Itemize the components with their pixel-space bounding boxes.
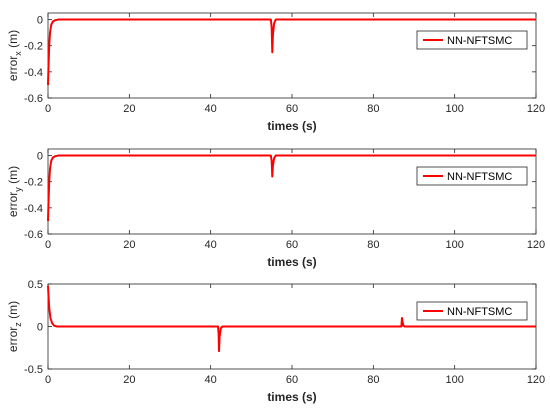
- y-axis: 0 -0.2 -0.4 -0.6: [24, 15, 536, 105]
- legend: NN-NFTSMC: [416, 30, 528, 50]
- y-axis-title-subscript: x: [13, 51, 23, 56]
- x-tick-label: 80: [367, 374, 379, 386]
- series-line-1: [47, 285, 536, 353]
- y-tick-label: -0.4: [24, 203, 43, 215]
- x-tick-label: 20: [123, 239, 135, 251]
- x-tick-label: 80: [367, 103, 379, 115]
- subplots: 0 20 40 60 80 100 120 0 -0.2 -0.4 -0.6 times (s) err…: [6, 12, 545, 404]
- y-axis-title-unit: (m): [6, 301, 20, 322]
- x-tick-label: 20: [123, 374, 135, 386]
- x-axis: 0 20 40 60 80 100 120: [45, 149, 545, 251]
- x-tick-label: 100: [445, 239, 463, 251]
- y-axis-title-subscript: z: [13, 322, 23, 327]
- subplot-1: 0 20 40 60 80 100 120 0 -0.2 -0.4 -0.6 times (s) err…: [6, 12, 545, 133]
- x-tick-label: 40: [205, 374, 217, 386]
- legend-box: [416, 301, 528, 321]
- y-tick-label: -0.6: [24, 93, 43, 105]
- x-axis-title: times (s): [267, 119, 316, 133]
- y-axis-title-main: error: [6, 56, 20, 81]
- x-tick-label: 100: [445, 103, 463, 115]
- x-axis: 0 20 40 60 80 100 120: [45, 13, 545, 115]
- series-line-1: [47, 154, 536, 221]
- y-tick-label: 0: [37, 151, 43, 163]
- x-tick-label: 60: [286, 374, 298, 386]
- y-tick-label: 0: [37, 15, 43, 27]
- x-tick-label: 40: [205, 239, 217, 251]
- legend-box: [416, 30, 528, 50]
- y-axis-title-main: error: [6, 192, 20, 217]
- y-tick-label: -0.5: [24, 364, 43, 376]
- y-axis-title: errorz (m): [6, 301, 23, 352]
- x-tick-label: 100: [445, 374, 463, 386]
- x-axis-title: times (s): [267, 255, 316, 269]
- legend-label: NN-NFTSMC: [447, 306, 512, 318]
- x-axis-title: times (s): [267, 390, 316, 404]
- legend-label: NN-NFTSMC: [447, 171, 512, 183]
- y-axis-title-unit: (m): [6, 166, 20, 187]
- series-line-1: [47, 18, 536, 85]
- x-tick-label: 60: [286, 239, 298, 251]
- subplot-2: 0 20 40 60 80 100 120 0 -0.2 -0.4 -0.6 times (s) err…: [6, 148, 545, 269]
- legend-box: [416, 166, 528, 186]
- y-axis-title-main: error: [6, 327, 20, 352]
- y-axis: 0 -0.2 -0.4 -0.6: [24, 151, 536, 241]
- x-tick-label: 0: [45, 103, 51, 115]
- x-tick-label: 20: [123, 103, 135, 115]
- y-tick-label: -0.2: [24, 177, 43, 189]
- y-tick-label: 0: [37, 322, 43, 334]
- x-tick-label: 120: [527, 103, 545, 115]
- x-axis: 0 20 40 60 80 100 120: [45, 284, 545, 386]
- legend: NN-NFTSMC: [416, 301, 528, 321]
- x-tick-label: 40: [205, 103, 217, 115]
- y-tick-label: -0.6: [24, 229, 43, 241]
- y-tick-label: -0.4: [24, 67, 43, 79]
- y-tick-label: 0.5: [28, 279, 43, 291]
- x-tick-label: 120: [527, 239, 545, 251]
- x-tick-label: 120: [527, 374, 545, 386]
- legend: NN-NFTSMC: [416, 166, 528, 186]
- y-axis-title: errory (m): [6, 166, 23, 217]
- y-axis-title-subscript: y: [13, 187, 23, 192]
- x-tick-label: 0: [45, 374, 51, 386]
- x-tick-label: 0: [45, 239, 51, 251]
- x-tick-label: 80: [367, 239, 379, 251]
- y-axis-title: errorx (m): [6, 30, 23, 81]
- y-axis-title-unit: (m): [6, 30, 20, 51]
- y-tick-label: -0.2: [24, 41, 43, 53]
- legend-label: NN-NFTSMC: [447, 35, 512, 47]
- x-tick-label: 60: [286, 103, 298, 115]
